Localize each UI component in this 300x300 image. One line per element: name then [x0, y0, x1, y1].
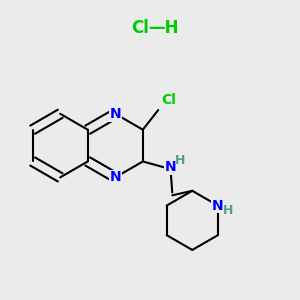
Text: N: N — [110, 107, 121, 121]
Text: H: H — [223, 203, 233, 217]
Text: H: H — [175, 154, 185, 167]
Text: N: N — [212, 199, 224, 213]
Text: N: N — [165, 160, 177, 174]
Text: —H: —H — [148, 19, 179, 37]
Text: N: N — [110, 170, 121, 184]
Text: Cl: Cl — [131, 19, 148, 37]
Text: Cl: Cl — [162, 93, 177, 107]
